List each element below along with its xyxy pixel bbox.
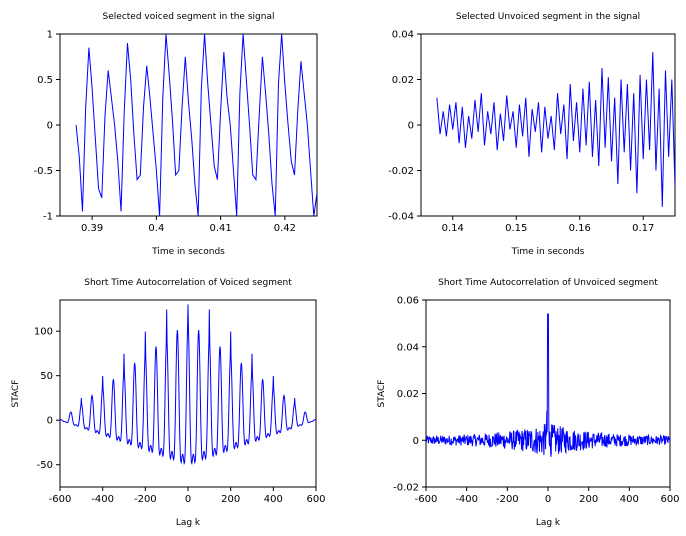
x-tick-label: 600 bbox=[306, 494, 325, 505]
y-tick-label: -0.02 bbox=[393, 483, 419, 494]
x-tick-label: 0.14 bbox=[442, 223, 464, 234]
series-line bbox=[60, 304, 316, 466]
series-line bbox=[436, 52, 675, 207]
y-tick-label: 0.04 bbox=[397, 342, 419, 353]
x-tick-label: 400 bbox=[620, 494, 639, 505]
y-tick-label: 50 bbox=[40, 371, 53, 382]
x-tick-label: 0.16 bbox=[569, 223, 591, 234]
x-axis-label: Time in seconds bbox=[511, 247, 585, 257]
series-line bbox=[426, 313, 670, 457]
x-tick-label: 0.41 bbox=[209, 223, 231, 234]
x-tick-label: -400 bbox=[455, 494, 478, 505]
chart-panel-2: Selected Unvoiced segment in the signal 0… bbox=[388, 12, 676, 257]
y-tick-label: -0.02 bbox=[388, 166, 414, 177]
y-tick-label: 1 bbox=[47, 30, 53, 41]
y-tick-label: 0 bbox=[413, 436, 419, 447]
chart-title: Short Time Autocorrelation of Unvoiced s… bbox=[438, 278, 658, 288]
x-axis-label: Lag k bbox=[176, 518, 201, 528]
chart-title: Selected voiced segment in the signal bbox=[103, 12, 275, 22]
x-tick-label: -200 bbox=[134, 494, 157, 505]
y-tick-label: 100 bbox=[34, 327, 53, 338]
x-tick-label: -200 bbox=[496, 494, 519, 505]
x-tick-label: 400 bbox=[264, 494, 283, 505]
chart-panel-4: Short Time Autocorrelation of Unvoiced s… bbox=[377, 278, 680, 528]
x-tick-label: 0.15 bbox=[505, 223, 527, 234]
x-axis-label: Lag k bbox=[536, 518, 561, 528]
x-tick-label: 0.4 bbox=[148, 223, 164, 234]
x-tick-label: 600 bbox=[660, 494, 679, 505]
x-axis-label: Time in seconds bbox=[151, 247, 225, 257]
x-tick-label: -600 bbox=[415, 494, 438, 505]
x-tick-label: -600 bbox=[49, 494, 72, 505]
chart-panel-3: Short Time Autocorrelation of Voiced seg… bbox=[11, 278, 326, 528]
x-tick-label: -400 bbox=[91, 494, 114, 505]
y-tick-label: 0 bbox=[47, 121, 53, 132]
chart-panel-1: Selected voiced segment in the signal 0.3… bbox=[33, 12, 318, 257]
chart-title: Selected Unvoiced segment in the signal bbox=[456, 12, 640, 22]
x-tick-label: 0 bbox=[545, 494, 551, 505]
y-tick-label: 0.02 bbox=[392, 75, 414, 86]
y-tick-label: -1 bbox=[43, 212, 53, 223]
chart-title: Short Time Autocorrelation of Voiced seg… bbox=[84, 278, 292, 288]
x-tick-label: 200 bbox=[221, 494, 240, 505]
y-tick-label: 0 bbox=[47, 416, 53, 427]
x-tick-label: 0 bbox=[185, 494, 191, 505]
y-tick-label: -50 bbox=[37, 460, 53, 471]
y-tick-label: 0.02 bbox=[397, 389, 419, 400]
y-axis-label: STACF bbox=[377, 380, 387, 408]
y-tick-label: 0.5 bbox=[37, 75, 53, 86]
x-tick-label: 0.39 bbox=[81, 223, 103, 234]
y-tick-label: 0 bbox=[408, 121, 414, 132]
x-tick-label: 0.42 bbox=[274, 223, 296, 234]
y-tick-label: 0.04 bbox=[392, 30, 414, 41]
x-tick-label: 0.17 bbox=[632, 223, 654, 234]
y-tick-label: -0.04 bbox=[388, 212, 414, 223]
x-tick-label: 200 bbox=[579, 494, 598, 505]
y-tick-label: -0.5 bbox=[33, 166, 53, 177]
series-line bbox=[75, 34, 317, 216]
y-axis-label: STACF bbox=[11, 380, 21, 408]
y-tick-label: 0.06 bbox=[397, 296, 419, 307]
